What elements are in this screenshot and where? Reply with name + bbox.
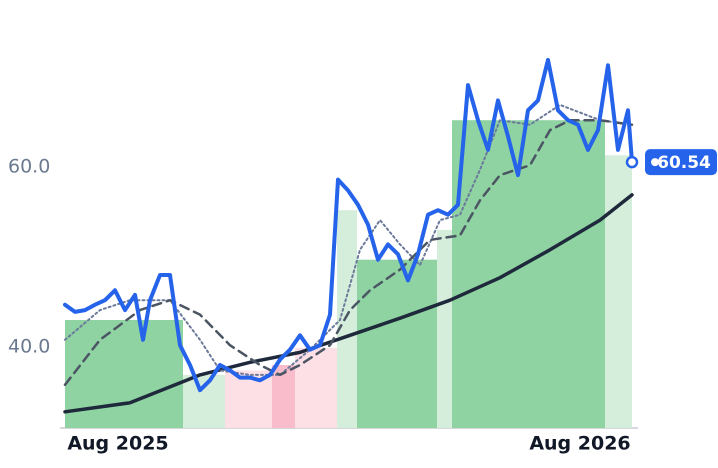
series-line <box>63 118 634 387</box>
band <box>605 155 632 429</box>
last-value-badge <box>645 149 717 176</box>
series-line <box>63 57 634 393</box>
band <box>272 365 295 428</box>
last-value-label: 60.54 <box>657 153 711 173</box>
x-tick-label: Aug 2025 <box>67 433 168 455</box>
x-tick-label: Aug 2026 <box>529 433 630 455</box>
band <box>295 347 337 428</box>
band <box>183 374 225 428</box>
series-line <box>63 193 634 414</box>
last-point <box>625 155 639 169</box>
band <box>337 210 357 428</box>
band <box>437 230 452 428</box>
y-tick-label: 60.0 <box>8 156 50 178</box>
badge-dot <box>651 158 659 167</box>
band <box>452 120 605 428</box>
band <box>65 320 183 428</box>
y-tick-label: 40.0 <box>8 336 50 358</box>
band <box>357 259 437 428</box>
